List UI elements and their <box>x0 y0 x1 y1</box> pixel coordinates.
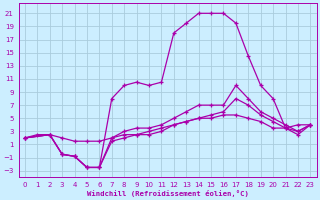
X-axis label: Windchill (Refroidissement éolien,°C): Windchill (Refroidissement éolien,°C) <box>87 190 249 197</box>
